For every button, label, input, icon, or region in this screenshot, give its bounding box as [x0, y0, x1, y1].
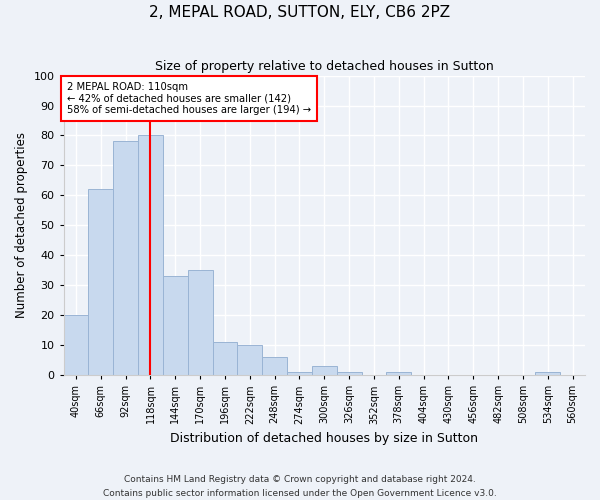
Title: Size of property relative to detached houses in Sutton: Size of property relative to detached ho… — [155, 60, 494, 73]
Bar — [188, 270, 212, 375]
Bar — [138, 136, 163, 375]
Bar — [386, 372, 411, 375]
Bar — [535, 372, 560, 375]
X-axis label: Distribution of detached houses by size in Sutton: Distribution of detached houses by size … — [170, 432, 478, 445]
Bar — [287, 372, 312, 375]
Y-axis label: Number of detached properties: Number of detached properties — [15, 132, 28, 318]
Bar — [113, 142, 138, 375]
Bar — [88, 190, 113, 375]
Text: Contains HM Land Registry data © Crown copyright and database right 2024.
Contai: Contains HM Land Registry data © Crown c… — [103, 476, 497, 498]
Bar — [262, 357, 287, 375]
Bar — [212, 342, 238, 375]
Bar — [312, 366, 337, 375]
Bar — [238, 345, 262, 375]
Bar — [64, 315, 88, 375]
Text: 2 MEPAL ROAD: 110sqm
← 42% of detached houses are smaller (142)
58% of semi-deta: 2 MEPAL ROAD: 110sqm ← 42% of detached h… — [67, 82, 311, 114]
Bar — [337, 372, 362, 375]
Bar — [163, 276, 188, 375]
Text: 2, MEPAL ROAD, SUTTON, ELY, CB6 2PZ: 2, MEPAL ROAD, SUTTON, ELY, CB6 2PZ — [149, 5, 451, 20]
